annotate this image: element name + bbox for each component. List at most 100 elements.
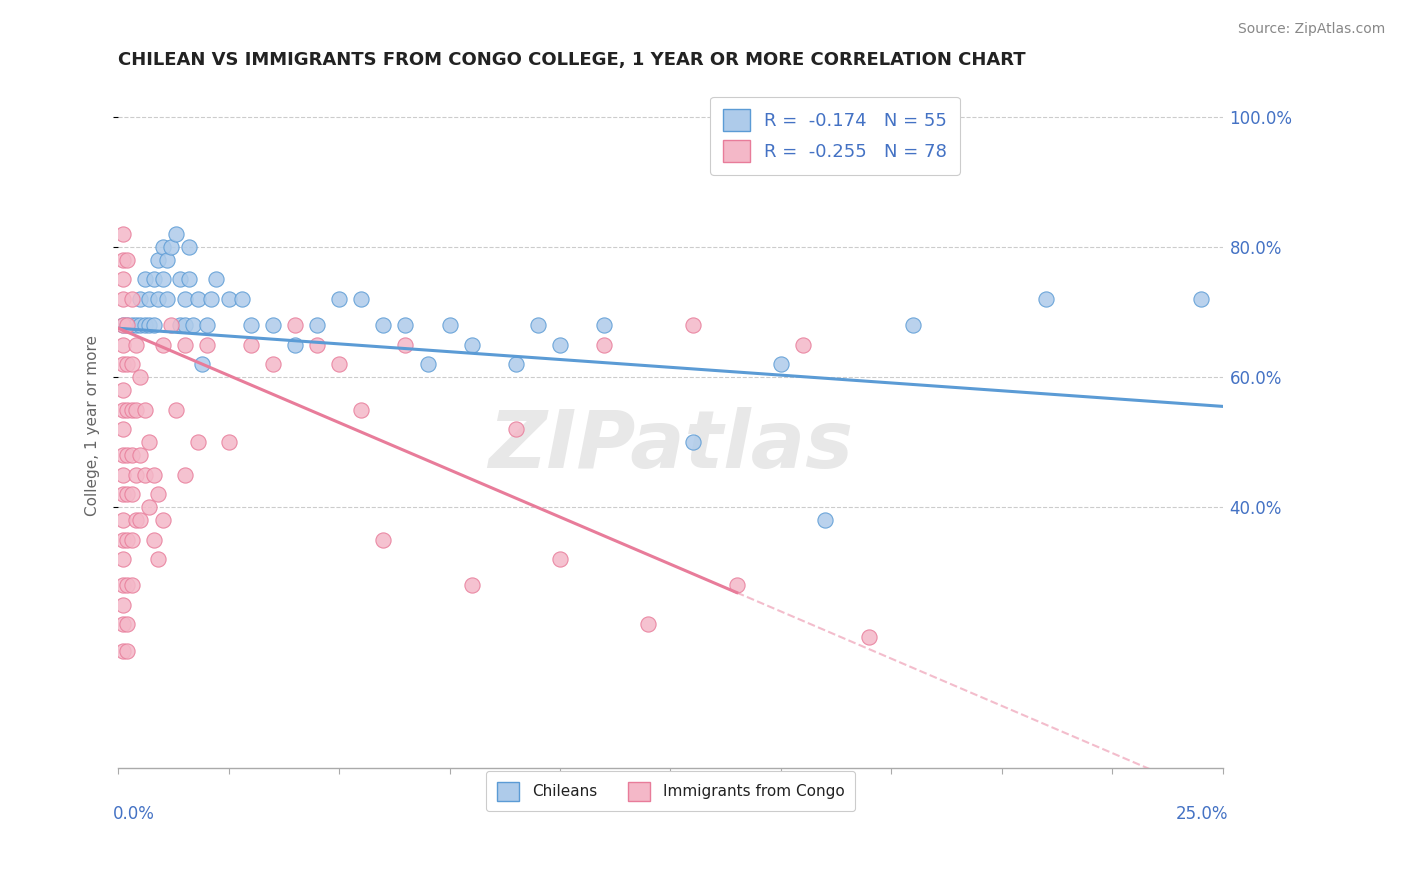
Point (146, 552, 169, 566)
Point (792, 337, 814, 351)
Point (152, 337, 174, 351)
Point (218, 292, 240, 306)
Point (121, 357, 143, 371)
Point (111, 487, 134, 501)
Point (769, 357, 792, 371)
Point (350, 402, 373, 417)
Point (129, 513, 152, 527)
Point (177, 272, 200, 286)
Point (160, 240, 183, 254)
Point (1189, 292, 1212, 306)
Point (156, 252, 179, 267)
Point (682, 318, 704, 332)
Point (138, 292, 160, 306)
Point (160, 318, 183, 332)
Point (373, 318, 395, 332)
Point (461, 337, 484, 351)
Point (169, 318, 191, 332)
Point (173, 292, 195, 306)
Point (134, 318, 156, 332)
Point (146, 292, 169, 306)
Point (593, 337, 616, 351)
Point (121, 487, 143, 501)
Point (204, 272, 226, 286)
Point (637, 617, 659, 632)
Text: Source: ZipAtlas.com: Source: ZipAtlas.com (1237, 22, 1385, 37)
Point (111, 533, 134, 547)
Point (527, 318, 550, 332)
Point (183, 318, 205, 332)
Point (134, 402, 156, 417)
Point (142, 318, 165, 332)
Point (548, 337, 571, 351)
Point (548, 552, 571, 566)
Point (146, 487, 169, 501)
Point (115, 578, 138, 592)
Point (111, 467, 134, 482)
Point (239, 337, 262, 351)
Point (262, 318, 284, 332)
Point (439, 318, 461, 332)
Point (394, 318, 416, 332)
Point (231, 292, 253, 306)
Point (165, 402, 187, 417)
Point (200, 292, 222, 306)
Point (111, 617, 134, 632)
Point (125, 467, 148, 482)
Point (814, 513, 837, 527)
Point (129, 370, 152, 384)
Point (152, 240, 174, 254)
Point (142, 533, 165, 547)
Point (138, 318, 160, 332)
Point (129, 292, 152, 306)
Point (195, 337, 218, 351)
Text: CHILEAN VS IMMIGRANTS FROM CONGO COLLEGE, 1 YEAR OR MORE CORRELATION CHART: CHILEAN VS IMMIGRANTS FROM CONGO COLLEGE… (118, 51, 1026, 69)
Point (307, 337, 329, 351)
Point (173, 337, 195, 351)
Point (262, 357, 284, 371)
Point (111, 643, 134, 657)
Point (505, 422, 527, 436)
Point (111, 252, 134, 267)
Point (350, 292, 373, 306)
Point (121, 533, 143, 547)
Point (111, 513, 134, 527)
Point (152, 272, 174, 286)
Point (111, 402, 134, 417)
Point (115, 643, 138, 657)
Point (111, 448, 134, 462)
Point (115, 402, 138, 417)
Point (173, 467, 195, 482)
Point (121, 448, 143, 462)
Point (121, 318, 143, 332)
Point (129, 318, 152, 332)
Point (129, 448, 152, 462)
Point (903, 318, 925, 332)
Point (187, 435, 209, 450)
Point (191, 357, 214, 371)
Point (169, 272, 191, 286)
Point (177, 240, 200, 254)
Point (111, 272, 134, 286)
Point (328, 292, 350, 306)
Point (115, 448, 138, 462)
Point (165, 227, 187, 241)
Point (115, 533, 138, 547)
Point (138, 435, 160, 450)
Point (121, 292, 143, 306)
Point (328, 357, 350, 371)
Point (125, 337, 148, 351)
Point (142, 272, 165, 286)
Point (858, 631, 880, 645)
Point (115, 617, 138, 632)
Point (125, 513, 148, 527)
Point (187, 292, 209, 306)
Point (111, 357, 134, 371)
Point (111, 383, 134, 397)
Point (142, 467, 165, 482)
Point (125, 318, 148, 332)
Point (505, 357, 527, 371)
Point (146, 252, 169, 267)
Point (173, 318, 195, 332)
Point (115, 318, 138, 332)
